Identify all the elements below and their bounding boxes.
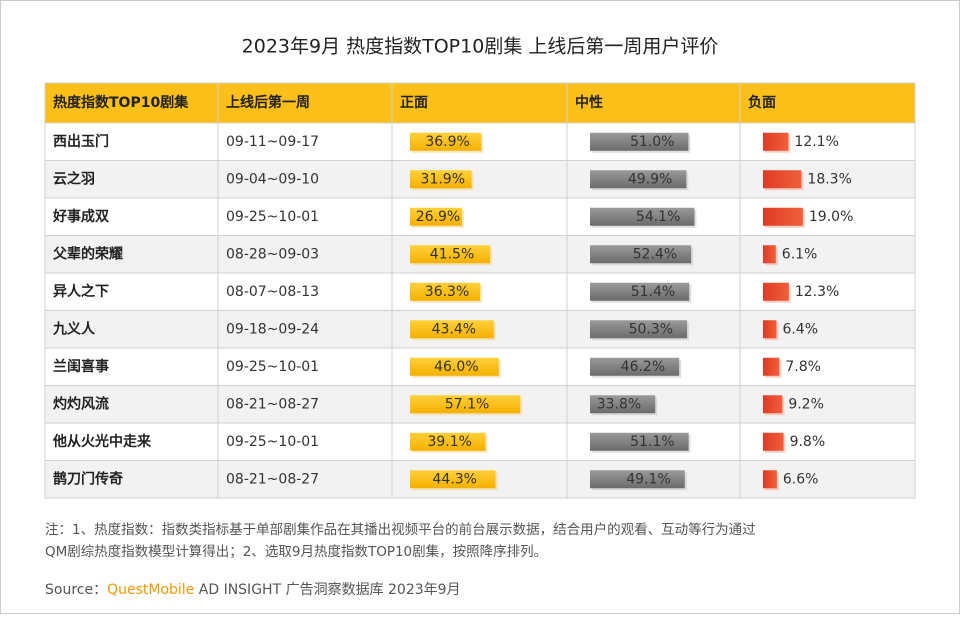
value-label: 46.0% xyxy=(434,359,478,375)
bar xyxy=(763,432,784,451)
note: 注：1、热度指数：指数类指标基于单部剧集作品在其播出视频平台的前台展示数据，结合… xyxy=(45,521,756,538)
value-label: 41.5% xyxy=(430,246,474,262)
value-label: 49.9% xyxy=(628,171,672,187)
value-label: 18.3% xyxy=(807,171,851,187)
row-period: 09-25~10-01 xyxy=(226,209,319,225)
source-prefix: Source： xyxy=(45,582,107,598)
title: 2023年9月 热度指数TOP10剧集 上线后第一周用户评价 xyxy=(242,36,719,58)
header-bg xyxy=(45,83,915,123)
bar xyxy=(410,395,521,414)
row-period: 09-04~09-10 xyxy=(226,171,319,187)
value-label: 7.8% xyxy=(785,359,821,375)
value-label: 31.9% xyxy=(421,171,465,187)
bar xyxy=(410,470,496,489)
bar xyxy=(590,170,687,189)
row-name: 九义人 xyxy=(52,320,96,337)
value-label: 9.2% xyxy=(788,396,824,412)
bar xyxy=(410,432,486,451)
value-label: 49.1% xyxy=(626,471,670,487)
row-period: 08-28~09-03 xyxy=(226,246,319,262)
value-label: 19.0% xyxy=(809,209,853,225)
value-label: 33.8% xyxy=(597,396,641,412)
row-period: 08-21~08-27 xyxy=(226,471,319,487)
value-label: 9.8% xyxy=(790,434,826,450)
source: Source：QuestMobile AD INSIGHT 广告洞察数据库 20… xyxy=(45,581,461,598)
value-label: 51.0% xyxy=(630,134,674,150)
value-label: 36.3% xyxy=(425,284,469,300)
source-rest: AD INSIGHT 广告洞察数据库 2023年9月 xyxy=(194,581,460,598)
value-label: 44.3% xyxy=(433,471,477,487)
bar xyxy=(410,282,481,301)
bar xyxy=(763,282,789,301)
row-name: 云之羽 xyxy=(53,170,95,187)
bar xyxy=(590,207,695,226)
bar xyxy=(763,245,776,264)
value-label: 6.4% xyxy=(782,321,818,337)
bar xyxy=(410,132,482,151)
row-name: 好事成双 xyxy=(52,208,109,225)
bar xyxy=(763,207,803,226)
value-label: 12.3% xyxy=(795,284,839,300)
bar xyxy=(590,320,688,339)
value-label: 6.1% xyxy=(782,246,818,262)
bar xyxy=(590,132,689,151)
row-period: 09-25~10-01 xyxy=(226,359,319,375)
header-cell: 中性 xyxy=(575,94,603,111)
header-cell: 正面 xyxy=(400,95,428,111)
bar xyxy=(590,395,656,414)
source-brand: QuestMobile xyxy=(107,582,194,598)
bar xyxy=(763,320,777,339)
value-label: 36.9% xyxy=(425,134,469,150)
row-period: 09-18~09-24 xyxy=(226,321,319,337)
bar xyxy=(763,470,777,489)
bar xyxy=(590,245,692,264)
value-label: 26.9% xyxy=(416,209,460,225)
row-period: 08-21~08-27 xyxy=(226,396,319,412)
header-cell: 上线后第一周 xyxy=(226,94,310,111)
bar xyxy=(763,357,780,376)
value-label: 54.1% xyxy=(636,209,680,225)
value-label: 51.1% xyxy=(630,434,674,450)
bar xyxy=(763,170,802,189)
value-label: 51.4% xyxy=(631,284,675,300)
row-name: 父辈的荣耀 xyxy=(52,245,123,262)
row-period: 09-25~10-01 xyxy=(226,434,319,450)
row-name: 兰闺喜事 xyxy=(53,358,109,375)
row-name: 西出玉门 xyxy=(53,133,109,150)
bar xyxy=(410,320,494,339)
bar xyxy=(590,470,685,489)
bar xyxy=(410,170,472,189)
header-cell: 负面 xyxy=(748,94,776,111)
bar xyxy=(590,282,690,301)
value-label: 57.1% xyxy=(445,396,489,412)
row-name: 异人之下 xyxy=(53,283,109,300)
bar xyxy=(410,207,462,226)
header-cell: 热度指数TOP10剧集 xyxy=(53,94,189,111)
bar xyxy=(590,357,680,376)
value-label: 43.4% xyxy=(432,321,476,337)
row-period: 08-07~08-13 xyxy=(226,284,319,300)
value-label: 6.6% xyxy=(783,471,819,487)
row-name: 鹊刀门传奇 xyxy=(53,470,123,487)
bar xyxy=(763,132,789,151)
row-name: 灼灼风流 xyxy=(53,395,109,412)
row-name: 他从火光中走来 xyxy=(52,433,152,450)
value-label: 50.3% xyxy=(629,321,673,337)
bar xyxy=(590,432,689,451)
row-period: 09-11~09-17 xyxy=(226,134,319,150)
value-label: 46.2% xyxy=(621,359,665,375)
bar xyxy=(763,395,783,414)
bar xyxy=(410,245,491,264)
note: QM剧综热度指数模型计算得出；2、选取9月热度指数TOP10剧集，按照降序排列。 xyxy=(45,543,547,560)
value-label: 12.1% xyxy=(794,134,838,150)
value-label: 52.4% xyxy=(633,246,677,262)
bar xyxy=(410,357,499,376)
value-label: 39.1% xyxy=(427,434,471,450)
